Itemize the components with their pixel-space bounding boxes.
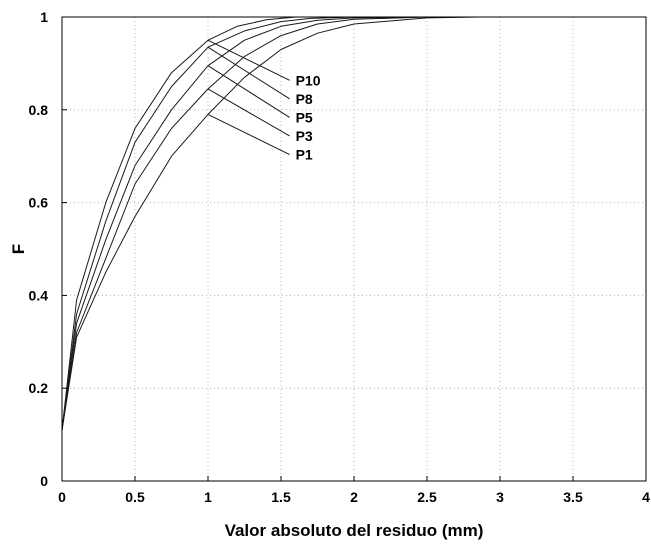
series-line-p8: [61, 16, 479, 431]
y-tick-label: 0: [40, 473, 48, 489]
annotation-leader-p5: [207, 65, 290, 118]
y-tick-label: 0.8: [29, 102, 49, 118]
series-label-p10: P10: [296, 72, 321, 88]
y-tick-label: 1: [40, 9, 48, 25]
series-label-p8: P8: [296, 91, 313, 107]
x-tick-label: 0.5: [125, 489, 145, 505]
x-tick-label: 1: [204, 489, 212, 505]
x-tick-label: 3.5: [563, 489, 583, 505]
x-tick-label: 4: [642, 489, 650, 505]
grid-layer: [62, 17, 646, 481]
x-tick-label: 3: [496, 489, 504, 505]
x-tick-label: 2: [350, 489, 358, 505]
series-line-p5: [61, 16, 479, 431]
tick-layer: 0 0.5 1 1.5 2 2.5 3 3.5 4 0 0.2 0.4 0.6 0.8 1: [29, 9, 651, 505]
series-line-p1: [61, 16, 479, 431]
annotation-leader-p3: [207, 88, 290, 137]
annotation-leader-p10: [207, 39, 290, 81]
x-tick-label: 1.5: [271, 489, 291, 505]
y-tick-label: 0.6: [29, 195, 49, 211]
series-line-p3: [61, 16, 479, 431]
series-line-p10: [61, 16, 479, 431]
x-axis-title: Valor absoluto del residuo (mm): [225, 521, 484, 540]
annotation-layer: P10 P8 P5 P3 P1: [207, 39, 321, 163]
x-tick-label: 2.5: [417, 489, 437, 505]
y-tick-label: 0.2: [29, 380, 49, 396]
series-label-p5: P5: [296, 109, 313, 125]
x-tick-label: 0: [58, 489, 66, 505]
y-axis-title: F: [9, 244, 28, 254]
annotation-leader-p8: [207, 46, 290, 100]
series-label-p3: P3: [296, 128, 313, 144]
y-tick-label: 0.4: [29, 287, 49, 303]
series-layer: [61, 16, 479, 431]
series-label-p1: P1: [296, 147, 313, 163]
annotation-leader-p1: [207, 113, 290, 155]
